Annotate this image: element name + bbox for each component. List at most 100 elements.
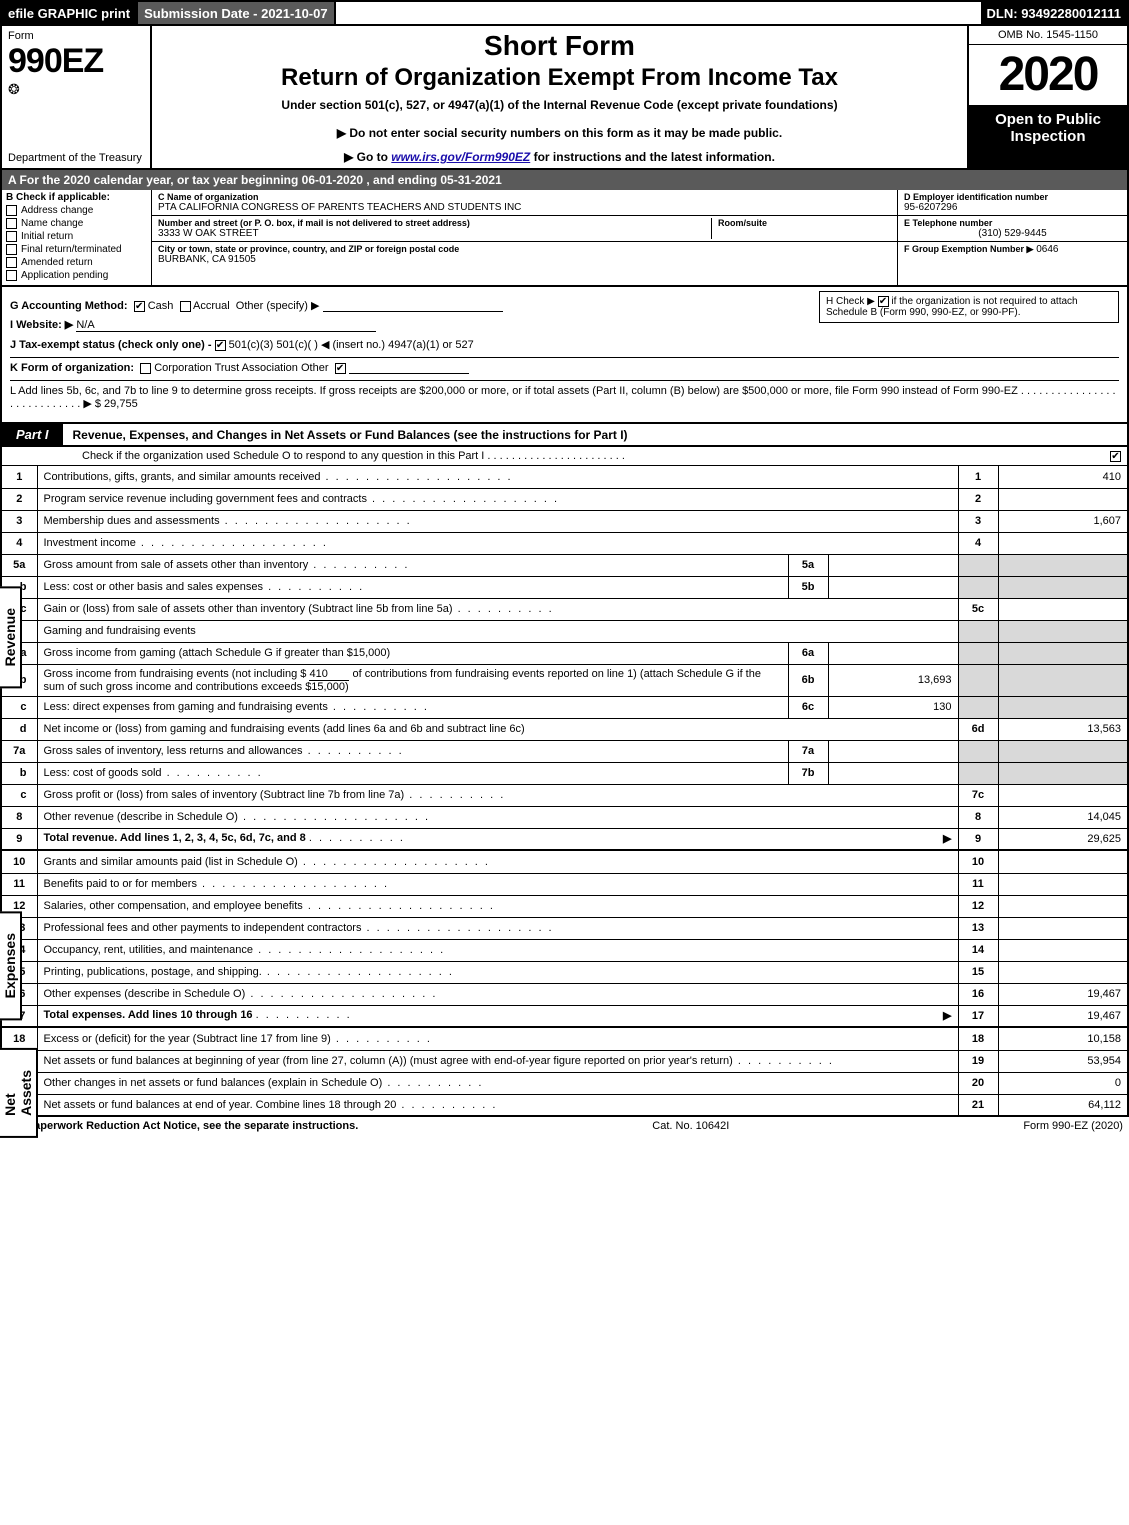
- b-final-return: Final return/terminated: [21, 244, 122, 255]
- l7a-outlbl: [958, 740, 998, 762]
- l7a-outval: [998, 740, 1128, 762]
- header-left: Form 990EZ ❂ Department of the Treasury: [2, 26, 152, 168]
- l8-desc: Other revenue (describe in Schedule O): [37, 806, 958, 828]
- l6a-inval: [828, 642, 958, 664]
- org-city: BURBANK, CA 91505: [158, 254, 891, 265]
- l5b-inlbl: 5b: [788, 576, 828, 598]
- efile-label[interactable]: efile GRAPHIC print: [2, 2, 136, 24]
- l17-arrow: ▶: [943, 1009, 951, 1022]
- header-center: Short Form Return of Organization Exempt…: [152, 26, 967, 168]
- checkbox-schedule-o[interactable]: [1110, 451, 1121, 462]
- checkbox-k-other[interactable]: [335, 363, 346, 374]
- g-other-blank[interactable]: [323, 300, 503, 312]
- line-3: 3 Membership dues and assessments 3 1,60…: [1, 510, 1128, 532]
- checkbox-corp[interactable]: [140, 363, 151, 374]
- line-5c: c Gain or (loss) from sale of assets oth…: [1, 598, 1128, 620]
- checkbox-name-change[interactable]: [6, 218, 17, 229]
- section-l: L Add lines 5b, 6c, and 7b to line 9 to …: [10, 380, 1119, 410]
- l6a-outval: [998, 642, 1128, 664]
- l9-arrow: ▶: [943, 832, 951, 845]
- line-14: 14 Occupancy, rent, utilities, and maint…: [1, 939, 1128, 961]
- l6d-desc: Net income or (loss) from gaming and fun…: [37, 718, 958, 740]
- irs-link[interactable]: www.irs.gov/Form990EZ: [391, 150, 530, 164]
- goto-pre: ▶ Go to: [344, 150, 391, 164]
- l11-desc: Benefits paid to or for members: [37, 873, 958, 895]
- l5a-outval: [998, 554, 1128, 576]
- line-7a: 7a Gross sales of inventory, less return…: [1, 740, 1128, 762]
- l5a-inlbl: 5a: [788, 554, 828, 576]
- j-opts: 501(c)(3) 501(c)( ) ◀ (insert no.) 4947(…: [229, 339, 474, 351]
- l16-desc: Other expenses (describe in Schedule O): [37, 983, 958, 1005]
- l16-outval: 19,467: [998, 983, 1128, 1005]
- l-text: L Add lines 5b, 6c, and 7b to line 9 to …: [10, 385, 1116, 410]
- l6b-amount: 410: [309, 668, 349, 681]
- l2-num: 2: [1, 488, 37, 510]
- l9-desc: Total revenue. Add lines 1, 2, 3, 4, 5c,…: [44, 832, 306, 844]
- form-header: Form 990EZ ❂ Department of the Treasury …: [0, 26, 1129, 170]
- part-i-bar: Part I Revenue, Expenses, and Changes in…: [0, 424, 1129, 447]
- group-exemption-value: 0646: [1036, 244, 1058, 255]
- b-initial-return: Initial return: [21, 231, 73, 242]
- l19-outlbl: 19: [958, 1050, 998, 1072]
- k-other-blank[interactable]: [349, 362, 469, 374]
- l1-desc: Contributions, gifts, grants, and simila…: [37, 466, 958, 488]
- line-7c: c Gross profit or (loss) from sales of i…: [1, 784, 1128, 806]
- l9-outlbl: 9: [958, 828, 998, 850]
- l18-num: 18: [1, 1028, 37, 1050]
- page-footer: For Paperwork Reduction Act Notice, see …: [0, 1117, 1129, 1135]
- l14-outlbl: 14: [958, 939, 998, 961]
- line-11: 11 Benefits paid to or for members 11: [1, 873, 1128, 895]
- l15-outval: [998, 961, 1128, 983]
- line-15: 15 Printing, publications, postage, and …: [1, 961, 1128, 983]
- l1-outval: 410: [998, 466, 1128, 488]
- checkbox-application-pending[interactable]: [6, 270, 17, 281]
- checkbox-accrual[interactable]: [180, 301, 191, 312]
- meta-block: H Check ▶ if the organization is not req…: [0, 287, 1129, 424]
- k-opts: Corporation Trust Association Other: [154, 362, 328, 374]
- header-right: OMB No. 1545-1150 2020 Open to Public In…: [967, 26, 1127, 168]
- l7b-num: b: [1, 762, 37, 784]
- short-form-heading: Short Form: [162, 30, 957, 62]
- l2-outlbl: 2: [958, 488, 998, 510]
- l5a-inval: [828, 554, 958, 576]
- checkbox-h[interactable]: [878, 296, 889, 307]
- org-address: 3333 W OAK STREET: [158, 228, 711, 239]
- l6b-outval: [998, 664, 1128, 696]
- part-i-tag: Part I: [2, 424, 63, 445]
- section-h-box: H Check ▶ if the organization is not req…: [819, 291, 1119, 323]
- checkbox-address-change[interactable]: [6, 205, 17, 216]
- line-1: 1 Contributions, gifts, grants, and simi…: [1, 466, 1128, 488]
- e-label: E Telephone number: [904, 218, 1121, 228]
- l6d-outlbl: 6d: [958, 718, 998, 740]
- l15-outlbl: 15: [958, 961, 998, 983]
- b-application-pending: Application pending: [21, 270, 108, 281]
- l4-desc: Investment income: [37, 532, 958, 554]
- checkbox-amended-return[interactable]: [6, 257, 17, 268]
- l19-desc: Net assets or fund balances at beginning…: [37, 1050, 958, 1072]
- line-21: 21 Net assets or fund balances at end of…: [1, 1094, 1128, 1116]
- section-k: K Form of organization: Corporation Trus…: [10, 357, 1119, 374]
- checkbox-initial-return[interactable]: [6, 231, 17, 242]
- line-6d: d Net income or (loss) from gaming and f…: [1, 718, 1128, 740]
- l3-outlbl: 3: [958, 510, 998, 532]
- l5a-outlbl: [958, 554, 998, 576]
- l6a-outlbl: [958, 642, 998, 664]
- form-number: 990EZ: [8, 42, 144, 81]
- website-value: N/A: [76, 319, 376, 332]
- l6b-d1: Gross income from fundraising events (no…: [44, 668, 310, 680]
- goto-post: for instructions and the latest informat…: [530, 150, 775, 164]
- expenses-sidebar-label: Expenses: [0, 911, 22, 1020]
- checkbox-final-return[interactable]: [6, 244, 17, 255]
- identification-block: B Check if applicable: Address change Na…: [0, 190, 1129, 287]
- g-other: Other (specify) ▶: [236, 300, 320, 312]
- checkbox-cash[interactable]: [134, 301, 145, 312]
- l12-outlbl: 12: [958, 895, 998, 917]
- b-address-change: Address change: [21, 205, 93, 216]
- l1-num: 1: [1, 466, 37, 488]
- l8-outval: 14,045: [998, 806, 1128, 828]
- l7a-inlbl: 7a: [788, 740, 828, 762]
- checkbox-501c3[interactable]: [215, 340, 226, 351]
- l17-desc-cell: Total expenses. Add lines 10 through 16 …: [37, 1005, 958, 1027]
- section-b-label: B Check if applicable:: [6, 192, 147, 203]
- l6c-outlbl: [958, 696, 998, 718]
